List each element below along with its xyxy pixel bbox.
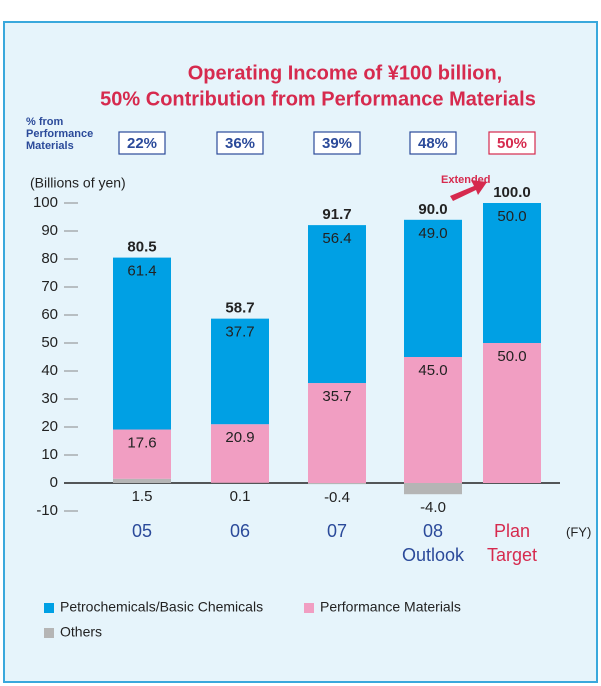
bar-segment [113,478,171,483]
y-tick-label: 80 [41,250,58,267]
bar-segment [483,203,541,343]
share-caption: Materials [26,140,74,152]
value-label: -4.0 [420,499,446,516]
chart-title: 50% Contribution from Performance Materi… [100,88,536,110]
x-tick-note: Outlook [402,545,465,565]
value-label: 50.0 [497,208,526,225]
bar-segment [308,383,366,483]
x-tick-label: 08 [423,521,443,541]
share-label: 36% [225,135,255,152]
legend-label: Others [60,624,102,640]
y-tick-label: 0 [50,474,58,491]
legend-label: Petrochemicals/Basic Chemicals [60,599,263,615]
y-tick-label: 60 [41,306,58,323]
bar-segment [211,424,269,483]
x-tick-label: 07 [327,521,347,541]
share-box [313,131,361,155]
y-tick-label: 100 [33,194,58,211]
value-label: 50.0 [497,348,526,365]
arrow [450,180,487,201]
share-box [118,131,166,155]
total-label: 100.0 [493,184,531,201]
x-tick-label: 06 [230,521,250,541]
value-label: 45.0 [418,362,447,379]
legend-swatch [304,603,314,613]
value-label: 61.4 [127,263,156,280]
value-label: 37.7 [225,324,254,341]
total-label: 90.0 [418,201,447,218]
value-label: 49.0 [418,225,447,242]
share-label: 48% [418,135,448,152]
y-tick-label: -10 [36,502,58,519]
bar-segment [113,429,171,479]
x-tick-label: 05 [132,521,152,541]
x-unit: (FY) [566,524,591,539]
legend-swatch [44,628,54,638]
y-tick-label: 50 [41,334,58,351]
y-tick-label: 20 [41,418,58,435]
chart-title: Operating Income of ¥100 billion, [188,62,503,84]
y-axis-label: (Billions of yen) [30,175,126,191]
value-label: 35.7 [322,388,351,405]
share-box [488,131,536,155]
total-label: 58.7 [225,300,254,317]
bar-segment [113,257,171,430]
share-label: 50% [497,135,527,152]
share-box [216,131,264,155]
share-label: 22% [127,135,157,152]
bar-segment [211,318,269,425]
bar-segment [404,483,462,495]
share-label: 39% [322,135,352,152]
value-label: 56.4 [322,230,351,247]
value-label: 1.5 [132,488,153,505]
value-label: -0.4 [324,489,350,506]
x-tick-note: Target [487,545,537,565]
bar-segment [483,343,541,483]
value-label: 20.9 [225,429,254,446]
total-label: 91.7 [322,206,351,223]
share-caption: % from [26,116,64,128]
share-box [409,131,457,155]
y-tick-label: 40 [41,362,58,379]
value-label: 0.1 [230,488,251,505]
legend-label: Performance Materials [320,599,461,615]
legend-swatch [44,603,54,613]
bar-segment [308,483,366,485]
x-tick-label: Plan [494,521,530,541]
y-tick-label: 70 [41,278,58,295]
bar-segment [308,225,366,384]
total-label: 80.5 [127,239,156,256]
y-tick-label: 10 [41,446,58,463]
bar-segment [404,219,462,357]
y-tick-label: 90 [41,222,58,239]
bar-segment [404,357,462,483]
y-tick-label: 30 [41,390,58,407]
share-caption: Performance [26,128,93,140]
value-label: 17.6 [127,434,156,451]
